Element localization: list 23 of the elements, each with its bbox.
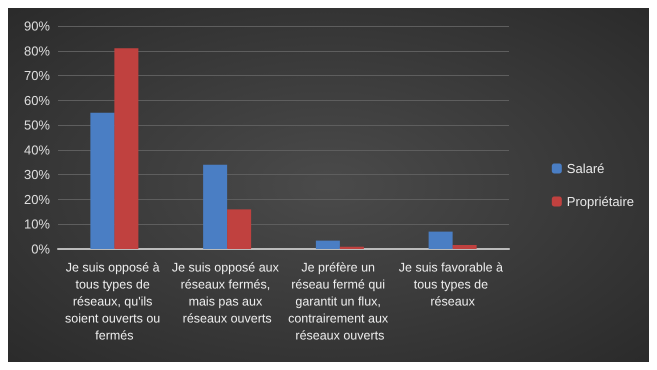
y-tick-label: 80% <box>24 43 50 58</box>
x-tick-label: Je suis opposé aux réseaux fermés, mais pas aux réseaux ouverts <box>172 260 282 326</box>
y-tick-label: 10% <box>24 216 50 232</box>
bar <box>428 232 453 249</box>
bar <box>227 209 252 249</box>
x-tick-label: Je préfère un réseau fermé qui garantit un flux, contrairement aux réseaux ouverts <box>288 260 392 342</box>
y-tick-label: 40% <box>24 142 50 158</box>
x-tick-label: Je suis opposé à tous types de réseaux, qu'ils soient ouverts ou fermés <box>65 260 164 342</box>
y-tick-label: 30% <box>24 167 50 182</box>
y-tick-label: 90% <box>24 18 50 34</box>
legend-label: Salaré <box>566 161 604 176</box>
bar <box>203 164 228 249</box>
y-tick-label: 0% <box>31 242 50 256</box>
legend-label: Propriétaire <box>566 194 634 209</box>
y-tick-label: 60% <box>24 92 50 108</box>
x-tick-label: Je suis favorable à tous types de réseaux <box>398 260 506 308</box>
y-tick-label: 50% <box>24 118 50 133</box>
bar <box>114 48 138 249</box>
y-tick-label: 20% <box>24 192 50 207</box>
bar <box>90 112 114 249</box>
bar <box>452 245 477 249</box>
bar <box>316 240 340 249</box>
y-tick-label: 70% <box>24 68 50 84</box>
